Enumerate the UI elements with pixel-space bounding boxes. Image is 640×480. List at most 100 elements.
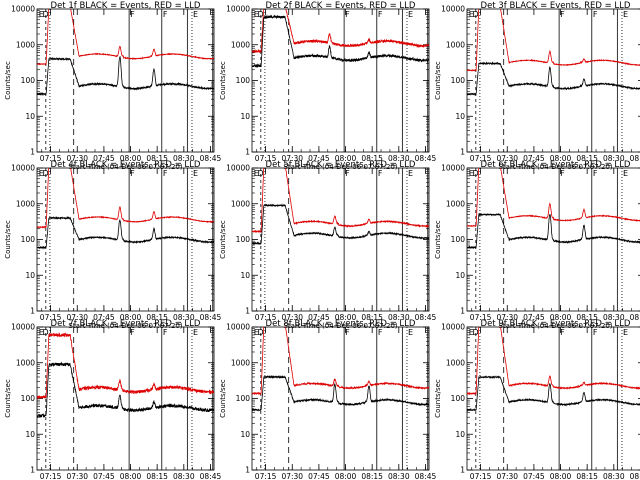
time-marker-letter: F xyxy=(593,10,598,19)
y-tick-label: 1 xyxy=(245,307,250,316)
time-marker-letter: E xyxy=(39,328,44,337)
x-axis-label: Start Time (04-Dec-06 07:07:20) xyxy=(283,322,397,330)
lld-series-line xyxy=(467,9,640,72)
time-marker-letter: F xyxy=(593,328,598,337)
x-tick-label: 08:45 xyxy=(415,313,437,322)
x-tick-label: 07:45 xyxy=(523,472,545,480)
y-tick-label: 100 xyxy=(451,76,466,85)
time-marker-letter: E xyxy=(254,328,259,337)
y-tick-label: 10000 xyxy=(226,323,250,332)
y-tick-label: 10000 xyxy=(441,164,465,173)
x-tick-label: 08:30 xyxy=(603,313,625,322)
y-axis-label: Counts/sec xyxy=(434,220,442,259)
x-tick-label: 08:30 xyxy=(173,472,195,480)
x-axis-label: Start Time (04-Dec-06 07:07:20) xyxy=(68,322,182,330)
chart-title: Det 9f BLACK = Events, RED = LLD xyxy=(481,319,631,329)
time-marker-letter: F xyxy=(345,328,350,337)
lld-series-line xyxy=(467,168,640,228)
chart-title: Det 7f BLACK = Events, RED = LLD xyxy=(51,319,201,329)
time-marker-letter: F xyxy=(560,10,565,19)
x-tick-label: 07:45 xyxy=(308,154,330,163)
time-marker-letter: E xyxy=(193,328,198,337)
lld-series-line xyxy=(252,9,429,54)
x-tick-label: 08:30 xyxy=(388,313,410,322)
x-tick-label: 08:45 xyxy=(200,313,222,322)
time-marker-letter: D xyxy=(257,328,263,337)
x-tick-label: 07:45 xyxy=(93,472,115,480)
x-tick-label: 08:15 xyxy=(361,472,383,480)
y-axis-label: Counts/sec xyxy=(4,61,12,100)
y-tick-label: 10 xyxy=(25,430,35,439)
time-marker-letter: E xyxy=(623,328,628,337)
y-axis-label: Counts/sec xyxy=(434,61,442,100)
time-marker-letter: F xyxy=(130,10,135,19)
y-tick-label: 10000 xyxy=(441,5,465,14)
chart-panel: Det 9f BLACK = Events, RED = LLD 1 10 100 10… xyxy=(434,319,640,480)
x-tick-label: 08:45 xyxy=(415,154,437,163)
x-tick-label: 07:30 xyxy=(66,154,88,163)
x-tick-label: 07:30 xyxy=(496,313,518,322)
x-tick-label: 08:00 xyxy=(550,313,572,322)
time-marker-letter: D xyxy=(42,328,48,337)
x-axis-label: Start Time (04-Dec-06 07:07:20) xyxy=(283,163,397,171)
x-tick-label: 08:15 xyxy=(146,313,168,322)
lld-series-line xyxy=(467,327,640,396)
y-tick-label: 100 xyxy=(451,394,466,403)
x-tick-label: 08:15 xyxy=(146,472,168,480)
y-tick-label: 1000 xyxy=(446,358,465,367)
time-marker-letter: E xyxy=(39,169,44,178)
chart-title: Det 2f BLACK = Events, RED = LLD xyxy=(266,1,416,11)
chart-panel: Det 2f BLACK = Events, RED = LLD 1 10 100 10… xyxy=(219,1,436,171)
time-marker-letter: D xyxy=(257,10,263,19)
time-marker-letter: E xyxy=(254,169,259,178)
x-tick-label: 08:15 xyxy=(361,313,383,322)
y-tick-label: 100 xyxy=(451,235,466,244)
time-marker-letter: E xyxy=(408,169,413,178)
y-tick-label: 1 xyxy=(245,466,250,475)
y-tick-label: 1 xyxy=(30,148,35,157)
y-tick-label: 10000 xyxy=(11,323,35,332)
chart-panel: Det 3f BLACK = Events, RED = LLD 1 10 100 10… xyxy=(434,1,640,171)
y-tick-label: 100 xyxy=(21,76,36,85)
chart-panel: Det 1f BLACK = Events, RED = LLD 1 10 100 10… xyxy=(4,1,221,171)
plot-frame xyxy=(466,8,640,153)
events-series-line xyxy=(37,361,214,419)
y-axis-label: Counts/sec xyxy=(4,220,12,259)
time-marker-letter: E xyxy=(193,10,198,19)
y-tick-label: 1000 xyxy=(16,199,35,208)
y-axis-label: Counts/sec xyxy=(219,61,227,100)
chart-title: Det 8f BLACK = Events, RED = LLD xyxy=(266,319,416,329)
time-marker-letter: E xyxy=(408,328,413,337)
time-marker-letter: D xyxy=(42,169,48,178)
x-tick-label: 08:15 xyxy=(146,154,168,163)
x-tick-label: 07:30 xyxy=(496,154,518,163)
x-tick-label: 07:45 xyxy=(93,154,115,163)
time-marker-letter: D xyxy=(257,169,263,178)
x-tick-label: 07:15 xyxy=(255,154,277,163)
x-tick-label: 07:45 xyxy=(523,313,545,322)
y-tick-label: 10000 xyxy=(226,164,250,173)
y-axis-label: Counts/sec xyxy=(219,220,227,259)
x-tick-label: 07:15 xyxy=(470,154,492,163)
x-tick-label: 07:15 xyxy=(40,472,62,480)
y-tick-label: 10 xyxy=(455,112,465,121)
x-tick-label: 07:15 xyxy=(40,313,62,322)
x-tick-label: 08:30 xyxy=(603,472,625,480)
y-axis-label: Counts/sec xyxy=(219,379,227,418)
x-tick-label: 08:30 xyxy=(173,154,195,163)
lld-series-line xyxy=(252,327,429,396)
y-tick-label: 10000 xyxy=(441,323,465,332)
time-marker-letter: F xyxy=(130,169,135,178)
y-tick-label: 100 xyxy=(21,394,36,403)
lld-series-line xyxy=(37,9,214,66)
x-tick-label: 08:00 xyxy=(120,154,142,163)
x-tick-label: 08:15 xyxy=(576,313,598,322)
events-series-line xyxy=(37,216,214,250)
time-marker-letter: E xyxy=(623,169,628,178)
y-tick-label: 1000 xyxy=(16,358,35,367)
time-marker-letter: F xyxy=(130,328,135,337)
y-tick-label: 1000 xyxy=(231,199,250,208)
y-tick-label: 10000 xyxy=(11,5,35,14)
x-axis-label: Start Time (04-Dec-06 07:07:20) xyxy=(68,163,182,171)
